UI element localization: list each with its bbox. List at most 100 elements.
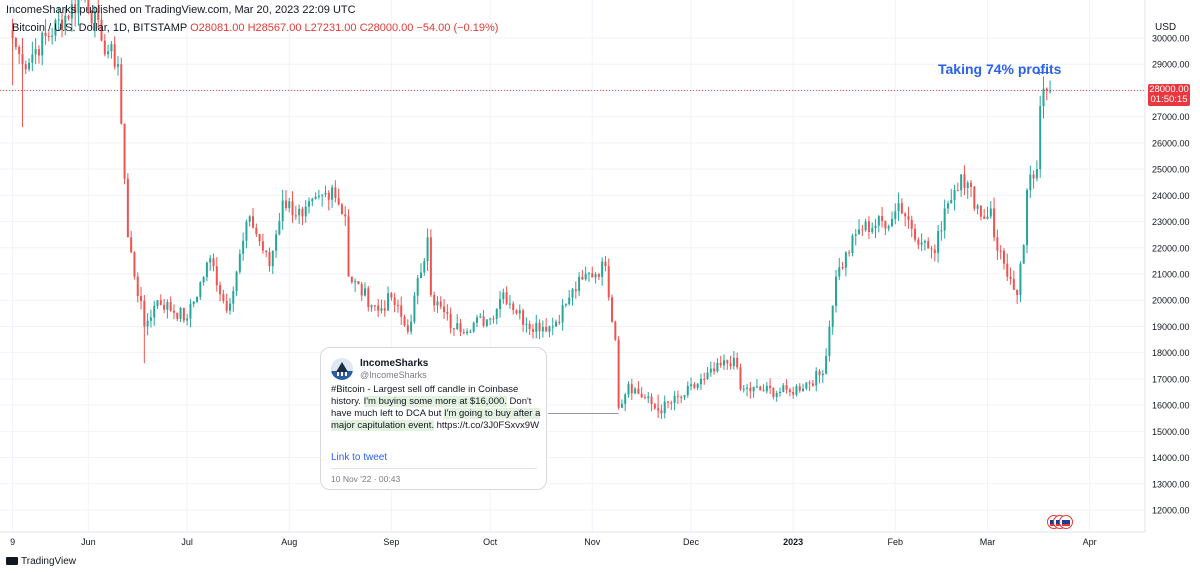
candle bbox=[683, 394, 686, 400]
candle-body bbox=[946, 203, 949, 209]
candle bbox=[186, 314, 189, 326]
candle-body bbox=[479, 316, 482, 318]
candle-body bbox=[755, 386, 758, 388]
candle bbox=[617, 336, 620, 410]
candle bbox=[746, 384, 749, 397]
candle-body bbox=[423, 261, 426, 273]
candle bbox=[765, 382, 768, 394]
candle bbox=[637, 381, 640, 395]
candle-body bbox=[983, 216, 986, 219]
candle bbox=[126, 173, 129, 238]
candle-body bbox=[403, 316, 406, 326]
candle-body bbox=[966, 182, 969, 188]
candle bbox=[940, 221, 943, 241]
candle bbox=[900, 198, 903, 215]
candle bbox=[1042, 76, 1045, 119]
candle bbox=[541, 320, 544, 338]
candle bbox=[686, 381, 689, 398]
candle-body bbox=[413, 295, 416, 322]
candle bbox=[1019, 261, 1022, 303]
candle bbox=[327, 190, 330, 211]
candle-body bbox=[373, 305, 376, 307]
candle bbox=[858, 219, 861, 235]
candle-body bbox=[650, 396, 653, 405]
candle-body bbox=[380, 308, 383, 311]
candle-body bbox=[278, 221, 281, 235]
candle-body bbox=[87, 0, 90, 11]
candle bbox=[475, 314, 478, 328]
candle-body bbox=[670, 402, 673, 404]
candle-body bbox=[14, 38, 17, 47]
candle-body bbox=[746, 387, 749, 389]
candle bbox=[716, 358, 719, 373]
candle bbox=[690, 377, 693, 391]
time-axis[interactable]: 9 Jun Jul Aug Sep Oct Nov Dec 2023 Feb Mar Apr bbox=[10, 537, 1097, 547]
candle-body bbox=[189, 304, 192, 319]
candle-body bbox=[690, 384, 693, 386]
candle bbox=[759, 385, 762, 391]
candle bbox=[821, 369, 824, 384]
candle-body bbox=[643, 397, 646, 399]
time-tick-label: Mar bbox=[980, 537, 996, 547]
candle bbox=[113, 36, 116, 70]
candle-body bbox=[716, 362, 719, 372]
tweet-author-handle: @IncomeSharks bbox=[360, 370, 427, 380]
candle-body bbox=[531, 329, 534, 332]
candle bbox=[937, 225, 940, 263]
candle-body bbox=[176, 312, 179, 319]
us-flag-icon[interactable] bbox=[1059, 515, 1073, 529]
candle bbox=[996, 229, 999, 261]
candle-body bbox=[818, 371, 821, 376]
candle-body bbox=[492, 318, 495, 320]
candle-body bbox=[482, 316, 485, 326]
candle-body bbox=[275, 234, 278, 251]
tweet-link[interactable]: Link to tweet bbox=[331, 452, 388, 463]
time-tick-label: Aug bbox=[281, 537, 297, 547]
candle bbox=[531, 324, 534, 339]
candle bbox=[528, 320, 531, 336]
candle-body bbox=[904, 213, 907, 217]
candle-body bbox=[706, 372, 709, 379]
candle bbox=[225, 293, 228, 314]
candle-body bbox=[317, 195, 320, 197]
candle bbox=[979, 205, 982, 221]
candle bbox=[841, 262, 844, 270]
candle-body bbox=[202, 277, 205, 283]
candle-body bbox=[749, 387, 752, 392]
candle-body bbox=[502, 292, 505, 300]
candle-body bbox=[611, 297, 614, 322]
candle-body bbox=[927, 240, 930, 249]
candle bbox=[518, 304, 521, 320]
candle-body bbox=[548, 326, 551, 332]
candle-body bbox=[340, 204, 343, 215]
candle bbox=[238, 249, 241, 274]
candle bbox=[808, 380, 811, 392]
price-tick-label: 13000.00 bbox=[1152, 479, 1190, 489]
candle bbox=[54, 18, 57, 42]
candle bbox=[736, 352, 739, 370]
candle-body bbox=[387, 293, 390, 311]
candle-body bbox=[301, 208, 304, 217]
tweet-card[interactable]: IncomeSharks @IncomeSharks #Bitcoin - La… bbox=[320, 347, 547, 490]
candle-body bbox=[512, 303, 515, 311]
candle bbox=[584, 266, 587, 281]
candle-body bbox=[443, 306, 446, 313]
candle bbox=[202, 276, 205, 286]
candle bbox=[825, 348, 828, 375]
avatar bbox=[331, 358, 353, 380]
time-tick-label: Jul bbox=[181, 537, 193, 547]
candle-body bbox=[97, 11, 100, 20]
candle bbox=[153, 300, 156, 326]
candle-body bbox=[1012, 278, 1015, 290]
footer-brand[interactable]: TradingView bbox=[6, 556, 76, 567]
candle bbox=[834, 269, 837, 313]
candle bbox=[604, 256, 607, 272]
candle bbox=[624, 392, 627, 412]
candle bbox=[281, 189, 284, 230]
candle-body bbox=[535, 322, 538, 332]
candle bbox=[785, 379, 788, 394]
candle-body bbox=[11, 30, 14, 38]
candle-body bbox=[100, 19, 103, 41]
candle bbox=[423, 257, 426, 276]
